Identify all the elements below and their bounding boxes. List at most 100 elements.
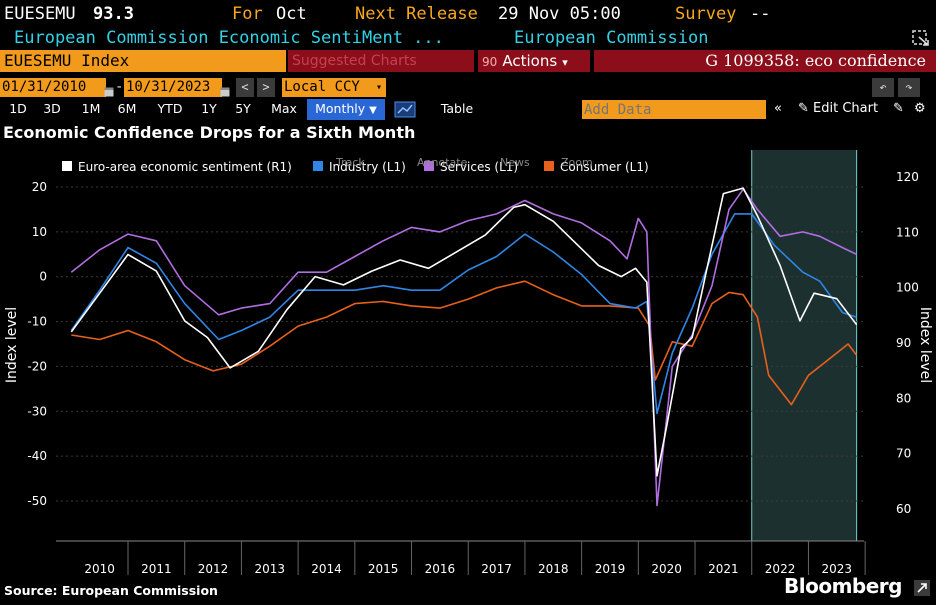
left-tick-label: -10 <box>27 315 47 329</box>
for-label: For <box>232 4 263 24</box>
redo-icon[interactable]: ↷ <box>898 78 920 97</box>
right-tick-label: 70 <box>896 447 911 461</box>
actions-number: 90 <box>482 55 498 69</box>
security-toolbar: EUESEMU Index Suggested Charts 90 Action… <box>0 50 936 74</box>
next-release-label: Next Release <box>355 4 478 24</box>
left-tick-label: -50 <box>27 494 47 508</box>
legend-swatch <box>313 161 323 171</box>
start-date-input[interactable]: 01/31/2010 <box>0 78 106 97</box>
chart-area[interactable]: 2010 2011 2012 2013 2014 2015 2016 2017 2018 2019… <box>0 120 936 575</box>
x-tick-label: 2011 <box>141 562 172 575</box>
frequency-value: Monthly <box>315 101 366 116</box>
x-tick-label: 2010 <box>84 562 115 575</box>
frequency-caret-icon: ▼ <box>369 105 377 116</box>
currency-caret-icon: ▾ <box>375 82 382 93</box>
x-tick-label: 2014 <box>311 562 342 575</box>
next-arrow-icon[interactable]: > <box>257 78 275 97</box>
gear-icon[interactable]: ⚙ <box>914 101 926 116</box>
currency-value: Local CCY <box>284 79 360 95</box>
for-period: Oct <box>276 4 307 24</box>
right-tick-label: 110 <box>896 225 919 239</box>
legend-swatch <box>62 161 72 171</box>
timeframe-ytd[interactable]: YTD <box>157 101 183 116</box>
x-tick-label: 2020 <box>651 562 682 575</box>
x-tick-label: 2013 <box>254 562 285 575</box>
series-line-0 <box>70 187 858 477</box>
currency-select[interactable]: Local CCY ▾ <box>282 78 386 97</box>
suggested-charts-label: Suggested Charts <box>292 53 417 69</box>
previous-arrow-icon[interactable]: < <box>236 78 254 97</box>
end-date-input[interactable]: 10/31/2023 <box>124 78 222 97</box>
popout-icon[interactable] <box>912 28 930 46</box>
legend-label: Services (L1) <box>440 160 518 174</box>
x-tick-label: 2012 <box>198 562 229 575</box>
actions-menu[interactable]: 90 Actions ▾ <box>478 50 590 72</box>
annotate-tool[interactable]: Annotate <box>417 156 468 169</box>
security-field[interactable]: EUESEMU Index <box>0 50 286 72</box>
legend[interactable]: Euro-area economic sentiment (R1) Industr… <box>62 160 649 174</box>
calendar-icon[interactable] <box>220 82 230 97</box>
left-tick-label: 0 <box>39 270 47 284</box>
left-tick-label: 20 <box>32 180 47 194</box>
left-axis-label: Index level <box>4 307 20 383</box>
x-tick-label: 2023 <box>822 562 853 575</box>
chart-tool-bar: Track Annotate News Zoom <box>335 156 593 169</box>
x-tick-label: 2016 <box>425 562 456 575</box>
undo-icon[interactable]: ↶ <box>872 78 894 97</box>
legend-swatch <box>424 161 434 171</box>
right-tick-label: 100 <box>896 281 919 295</box>
last-value: 93.3 <box>93 4 134 24</box>
header-row: EUESEMU 93.3 For Oct Next Release 29 Nov… <box>0 2 936 26</box>
right-tick-label: 120 <box>896 170 919 184</box>
suggested-charts-button[interactable]: Suggested Charts <box>288 50 474 72</box>
bloomberg-logo: Bloomberg <box>784 574 902 598</box>
expand-icon[interactable] <box>913 579 931 597</box>
legend-label: Euro-area economic sentiment (R1) <box>78 160 292 174</box>
right-axis-ticks: 120 110 100 90 80 70 60 <box>896 170 919 516</box>
track-tool[interactable]: Track <box>335 156 365 169</box>
date-separator: - <box>115 79 124 95</box>
actions-label: Actions <box>502 52 558 70</box>
timeframe-toolbar: 1D 3D 1M 6M YTD 1Y 5Y Max Monthly ▼ Tabl… <box>0 99 936 120</box>
collapse-icon[interactable]: « <box>774 101 782 116</box>
right-tick-label: 60 <box>896 502 911 516</box>
x-tick-label: 2015 <box>368 562 399 575</box>
frequency-select[interactable]: Monthly ▼ <box>307 99 385 120</box>
x-tick-label: 2019 <box>595 562 626 575</box>
left-axis-ticks: 20 10 0 -10 -20 -30 -40 -50 <box>27 180 47 508</box>
legend-label: Industry (L1) <box>329 160 406 174</box>
timeframe-1y[interactable]: 1Y <box>201 101 217 116</box>
timeframe-1d[interactable]: 1D <box>9 101 27 116</box>
left-tick-label: 10 <box>32 225 47 239</box>
x-tick-label: 2018 <box>538 562 569 575</box>
source-note: Source: European Commission <box>4 583 218 598</box>
x-tick-label: 2021 <box>708 562 739 575</box>
news-tool[interactable]: News <box>500 156 530 169</box>
add-data-input[interactable] <box>582 100 766 119</box>
edit-chart-button[interactable]: ✎ Edit Chart <box>798 99 890 118</box>
edit-icon[interactable]: ✎ <box>893 101 904 116</box>
description[interactable]: European Commission Economic SentiMent .… <box>14 28 444 48</box>
timeframe-1m[interactable]: 1M <box>81 101 101 116</box>
series-line-1 <box>70 213 857 415</box>
x-tick-label: 2022 <box>765 562 796 575</box>
table-button[interactable]: Table <box>440 101 474 116</box>
right-axis-label: Index level <box>917 307 933 383</box>
ticker: EUESEMU <box>4 4 76 24</box>
timeframe-3d[interactable]: 3D <box>43 101 61 116</box>
date-toolbar: 01/31/2010 - 10/31/2023 < > Local CCY ▾ … <box>0 78 936 99</box>
edit-chart-label: Edit Chart <box>813 101 879 116</box>
line-chart-icon[interactable] <box>392 99 418 120</box>
x-tick-label: 2017 <box>481 562 512 575</box>
timeframe-6m[interactable]: 6M <box>117 101 137 116</box>
survey-label: Survey <box>675 4 737 24</box>
left-tick-label: -40 <box>27 449 47 463</box>
timeframe-max[interactable]: Max <box>271 101 297 116</box>
zoom-tool[interactable]: Zoom <box>561 156 593 169</box>
source-name[interactable]: European Commission <box>514 28 709 48</box>
actions-caret-icon: ▾ <box>562 56 568 69</box>
function-title: G 1099358: eco confidence <box>594 50 936 72</box>
timeframe-5y[interactable]: 5Y <box>235 101 251 116</box>
calendar-icon[interactable] <box>104 82 114 97</box>
left-tick-label: -30 <box>27 404 47 418</box>
